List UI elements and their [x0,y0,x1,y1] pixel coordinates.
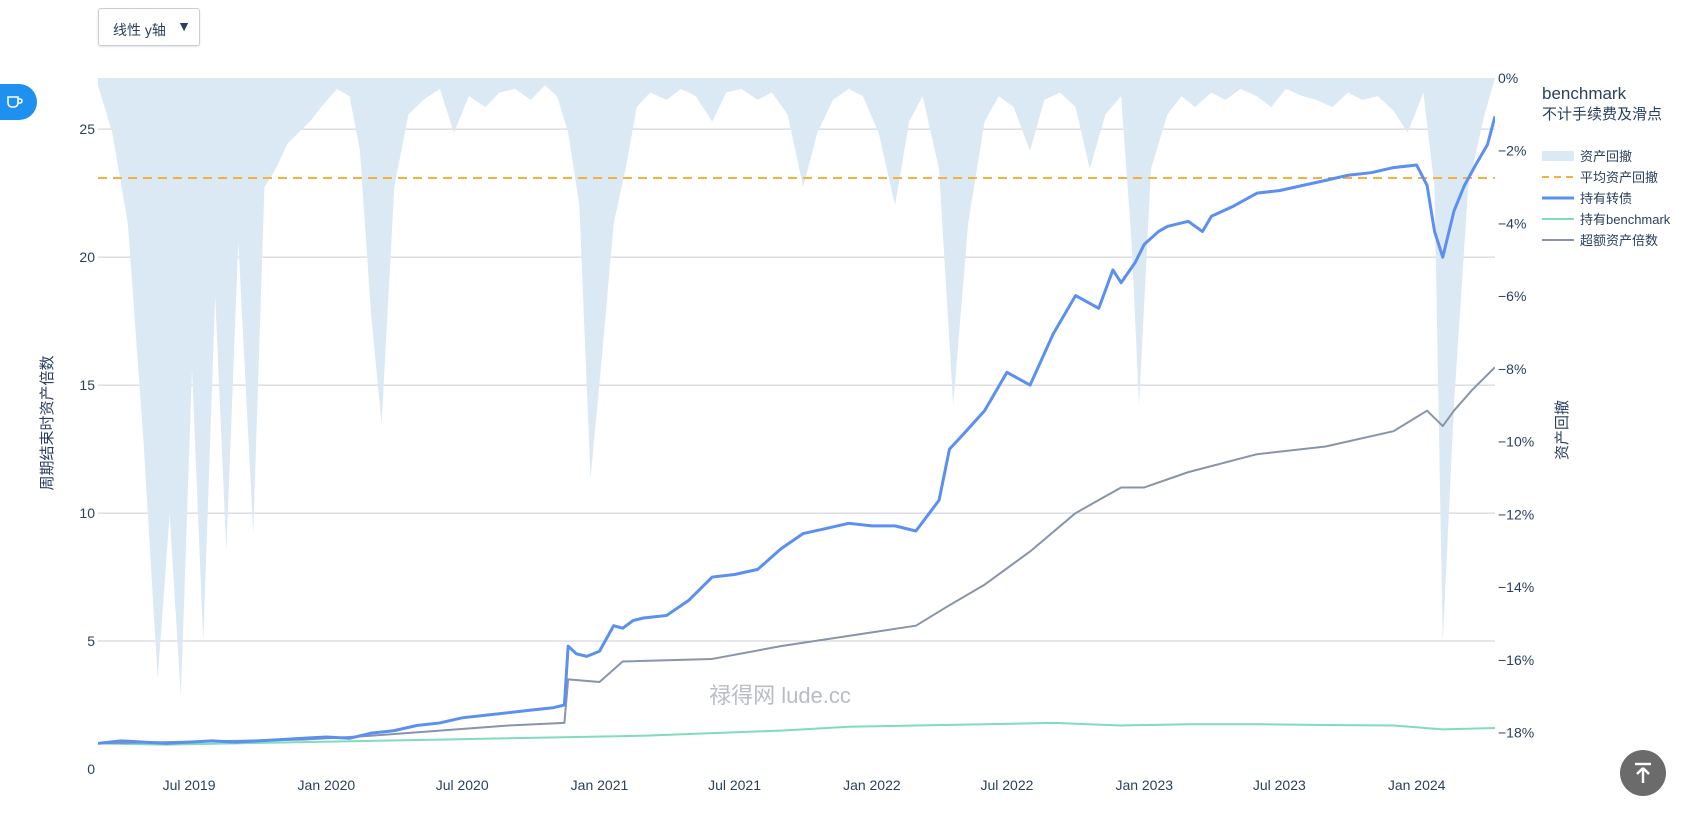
y2-axis-title: 资产回撤 [1554,400,1571,460]
legend-item-avg-drawdown[interactable]: 平均资产回撤 [1542,170,1658,185]
line-series-layer [98,116,1495,746]
y2-tick-label: −18% [1498,725,1534,741]
legend-label-drawdown: 资产回撤 [1580,149,1632,164]
coffee-cup-icon [7,96,23,108]
y-tick-label: 25 [79,121,95,137]
y2-tick-label: −4% [1498,215,1526,231]
y2-tick-label: −2% [1498,143,1526,159]
y2-tick-label: −12% [1498,506,1534,522]
y2-tick-label: −16% [1498,652,1534,668]
chart-title: benchmark [1542,84,1627,103]
y-tick-label: 5 [87,633,95,649]
drawdown-area-layer [98,78,1495,697]
legend-item-hold-bond[interactable]: 持有转债 [1542,191,1632,206]
dropdown-arrow-icon: ▼ [177,18,191,34]
scale-select-dropdown[interactable]: 线性 y轴 ▼ [98,8,200,46]
y-tick-label: 10 [79,505,95,521]
y-tick-label: 0 [87,761,95,777]
series-excess-line [98,366,1495,745]
scale-select-label: 线性 y轴 [113,22,166,38]
y-gridlines [98,128,1495,642]
legend-label-avg-drawdown: 平均资产回撤 [1580,170,1658,185]
y-tick-label: 20 [79,249,95,265]
x-tick-label: Jan 2024 [1388,777,1446,793]
series-drawdown-area [98,78,1495,697]
x-tick-label: Jan 2023 [1115,777,1173,793]
series-hold-benchmark-line [98,721,1495,746]
arrow-up-to-top-icon [1635,762,1651,783]
x-tick-label: Jul 2019 [163,777,216,793]
side-tab-button[interactable] [0,84,37,120]
series-hold-bond-line [98,116,1495,745]
y-tick-label: 15 [79,377,95,393]
watermark: 禄得网 lude.cc [709,683,851,708]
y2-tick-label: −8% [1498,361,1526,377]
y2-tick-label: 0% [1498,70,1518,86]
legend-swatch-drawdown [1542,151,1574,161]
y-axis-title: 周期结束时资产倍数 [39,355,56,490]
axis-labels-layer: 0 5 10 15 20 25 0% −2% −4% −6% −8% −10% −12% −14% −16%… [79,70,1534,793]
y2-tick-label: −10% [1498,434,1534,450]
y2-tick-label: −14% [1498,579,1534,595]
legend: 资产回撤 平均资产回撤 持有转债 持有benchmark 超额资产倍数 [1542,149,1671,248]
legend-label-hold-bond: 持有转债 [1580,191,1632,206]
x-tick-label: Jul 2020 [436,777,489,793]
legend-item-hold-benchmark[interactable]: 持有benchmark [1542,212,1671,227]
chart-subtitle: 不计手续费及滑点 [1542,106,1662,123]
x-tick-label: Jul 2021 [708,777,761,793]
x-tick-label: Jan 2020 [298,777,356,793]
legend-label-excess: 超额资产倍数 [1580,233,1658,248]
x-tick-label: Jul 2023 [1253,777,1306,793]
x-tick-label: Jan 2021 [571,777,629,793]
back-to-top-button[interactable] [1620,750,1666,796]
legend-item-excess[interactable]: 超额资产倍数 [1542,233,1658,248]
legend-label-hold-benchmark: 持有benchmark [1580,212,1671,227]
y2-tick-label: −6% [1498,288,1526,304]
x-tick-label: Jul 2022 [980,777,1033,793]
x-tick-label: Jan 2022 [843,777,901,793]
legend-item-drawdown[interactable]: 资产回撤 [1542,149,1632,164]
